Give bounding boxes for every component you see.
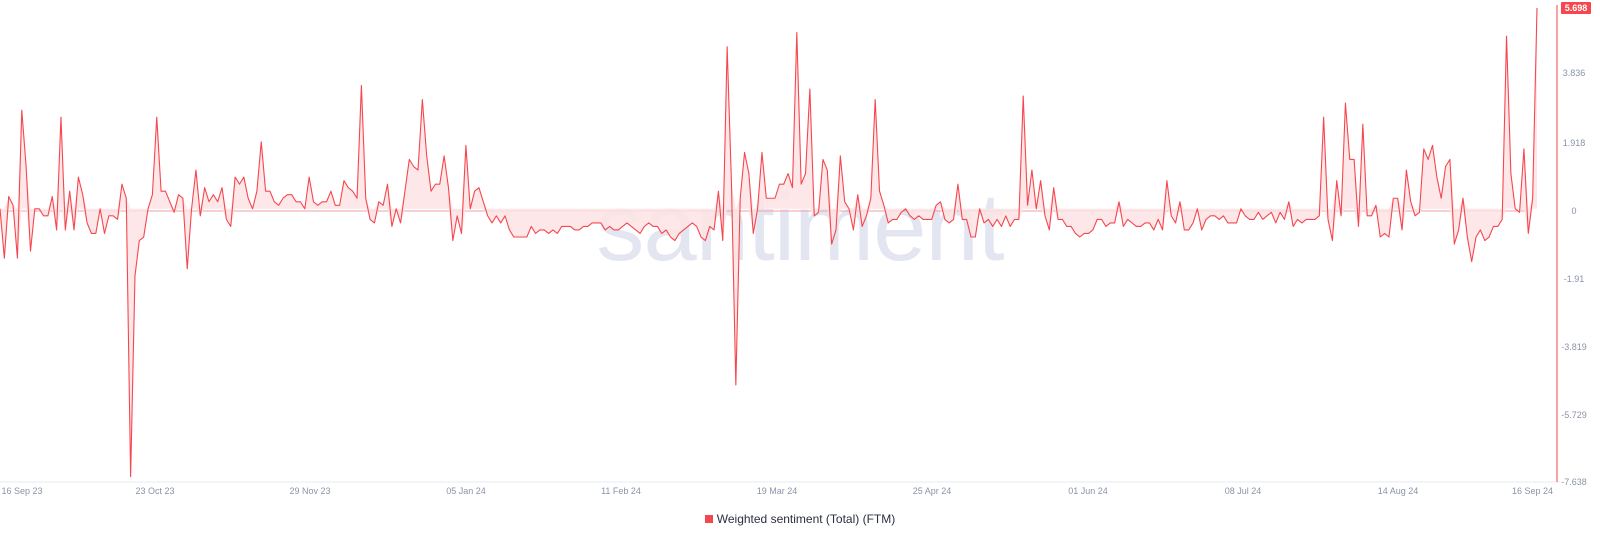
last-value-label: 5.698 (1565, 3, 1588, 13)
x-tick-label: 14 Aug 24 (1378, 486, 1419, 496)
x-tick-label: 25 Apr 24 (913, 486, 952, 496)
x-tick-label: 29 Nov 23 (289, 486, 330, 496)
x-axis-ticks: 16 Sep 23 23 Oct 23 29 Nov 23 05 Jan 24 11 F… (1, 486, 1553, 496)
x-tick-label: 11 Feb 24 (601, 486, 641, 496)
x-tick-label: 01 Jun 24 (1068, 486, 1108, 496)
last-value-badge: 5.698 (1561, 2, 1591, 14)
y-tick-label: -5.729 (1561, 410, 1587, 420)
legend-label: Weighted sentiment (Total) (FTM) (716, 512, 896, 526)
y-tick-label: -7.638 (1561, 477, 1587, 487)
legend-swatch (704, 515, 713, 523)
x-tick-label: 16 Sep 24 (1512, 486, 1553, 496)
y-tick-label: -3.819 (1561, 342, 1587, 352)
series-fill-positive (0, 7, 1537, 209)
y-tick-label: 0 (1571, 206, 1576, 216)
x-tick-label: 08 Jul 24 (1225, 486, 1262, 496)
series-line (0, 7, 1538, 478)
y-tick-label: 3.836 (1563, 68, 1586, 78)
sentiment-chart: santiment 3.8361.9180-1.91-3.819-5.729-7… (0, 2, 1591, 496)
y-tick-label: -1.91 (1564, 274, 1585, 284)
x-tick-label: 23 Oct 23 (135, 486, 174, 496)
x-tick-label: 05 Jan 24 (446, 486, 486, 496)
y-axis-ticks: 3.836 1.918 0 -1.91 -3.819 -5.729 -7.638 (1561, 68, 1587, 487)
x-tick-label: 19 Mar 24 (757, 486, 798, 496)
legend: Weighted sentiment (Total) (FTM) (0, 512, 1600, 526)
y-tick-label: 1.918 (1563, 138, 1586, 148)
x-tick-label: 16 Sep 23 (1, 486, 42, 496)
